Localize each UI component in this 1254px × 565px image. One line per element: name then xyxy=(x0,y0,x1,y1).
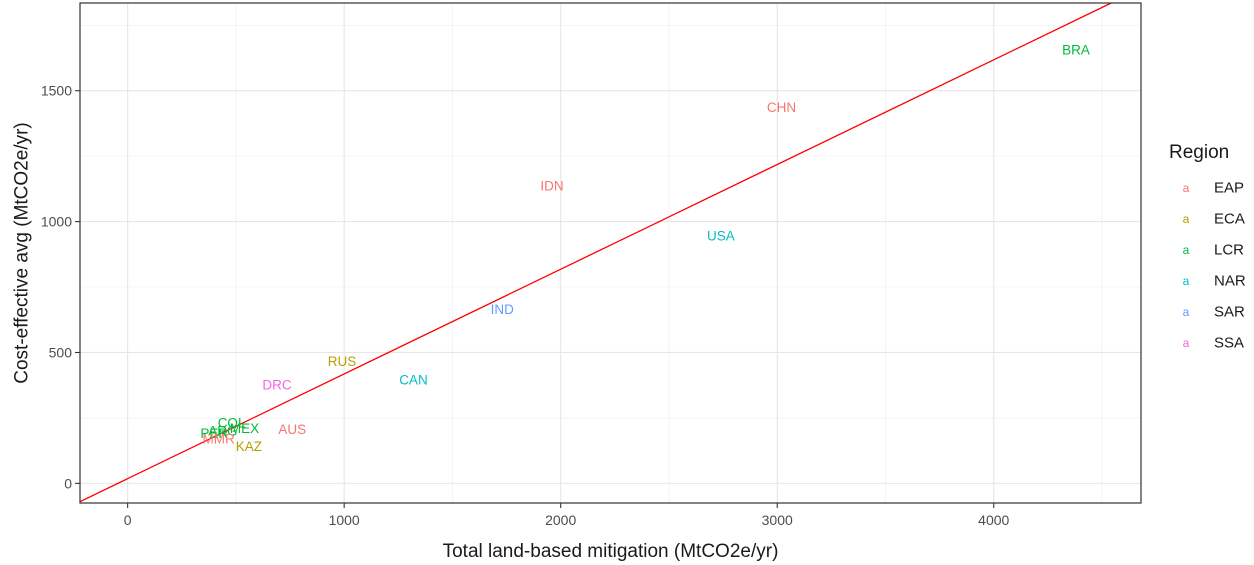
plot-panel-border xyxy=(79,2,1142,504)
x-tick-label: 1000 xyxy=(329,512,360,528)
point-label-can: CAN xyxy=(399,372,428,387)
legend: Region a EAP a ECA a LCR a NAR a SAR a SSA xyxy=(1169,142,1246,352)
point-label-usa: USA xyxy=(707,228,735,243)
legend-key-eca: a xyxy=(1183,212,1190,226)
point-label-chn: CHN xyxy=(767,100,796,115)
point-label-rus: RUS xyxy=(328,354,357,369)
fit-line-layer xyxy=(79,2,1112,503)
point-label-drc: DRC xyxy=(262,378,291,393)
point-label-arg: ARG xyxy=(208,424,237,439)
legend-title: Region xyxy=(1169,142,1229,163)
point-label-mex: MEX xyxy=(230,421,259,436)
legend-key-eap: a xyxy=(1183,181,1190,195)
legend-label-sar: SAR xyxy=(1214,304,1245,321)
legend-key-nar: a xyxy=(1183,274,1190,288)
data-labels: BRA CHN IDN USA IND RUS CAN DRC AUS COLMEXPERARGM… xyxy=(200,43,1090,455)
point-label-mmr: MMR xyxy=(202,431,234,446)
legend-key-lcr: a xyxy=(1183,243,1190,257)
x-tick-label: 4000 xyxy=(978,512,1009,528)
point-label-ind: IND xyxy=(491,302,515,317)
regression-line xyxy=(79,2,1112,503)
y-tick-label: 500 xyxy=(49,344,73,360)
point-label-aus: AUS xyxy=(278,422,306,437)
y-tick-label: 1500 xyxy=(41,83,72,99)
legend-key-ssa: a xyxy=(1183,336,1190,350)
point-label-idn: IDN xyxy=(540,179,563,194)
x-tick-label: 0 xyxy=(124,512,132,528)
legend-key-sar: a xyxy=(1183,305,1190,319)
x-axis-ticks: 0 1000 2000 3000 4000 xyxy=(124,503,1010,528)
y-tick-label: 1000 xyxy=(41,214,72,230)
x-axis-title: Total land-based mitigation (MtCO2e/yr) xyxy=(443,541,779,562)
y-axis-title: Cost-effective avg (MtCO2e/yr) xyxy=(12,122,33,384)
point-label-kaz: KAZ xyxy=(236,439,262,454)
legend-label-eap: EAP xyxy=(1214,180,1244,197)
y-tick-label: 0 xyxy=(64,475,72,491)
x-tick-label: 3000 xyxy=(762,512,793,528)
x-tick-label: 2000 xyxy=(545,512,576,528)
point-label-per: PER xyxy=(200,426,228,441)
legend-label-ssa: SSA xyxy=(1214,335,1244,352)
legend-label-nar: NAR xyxy=(1214,273,1246,290)
legend-label-eca: ECA xyxy=(1214,211,1245,228)
legend-label-lcr: LCR xyxy=(1214,242,1244,259)
point-label-col: COL xyxy=(218,416,246,431)
grid xyxy=(80,3,1141,503)
point-label-bra: BRA xyxy=(1062,43,1090,58)
y-axis-ticks: 0 500 1000 1500 xyxy=(41,83,80,491)
